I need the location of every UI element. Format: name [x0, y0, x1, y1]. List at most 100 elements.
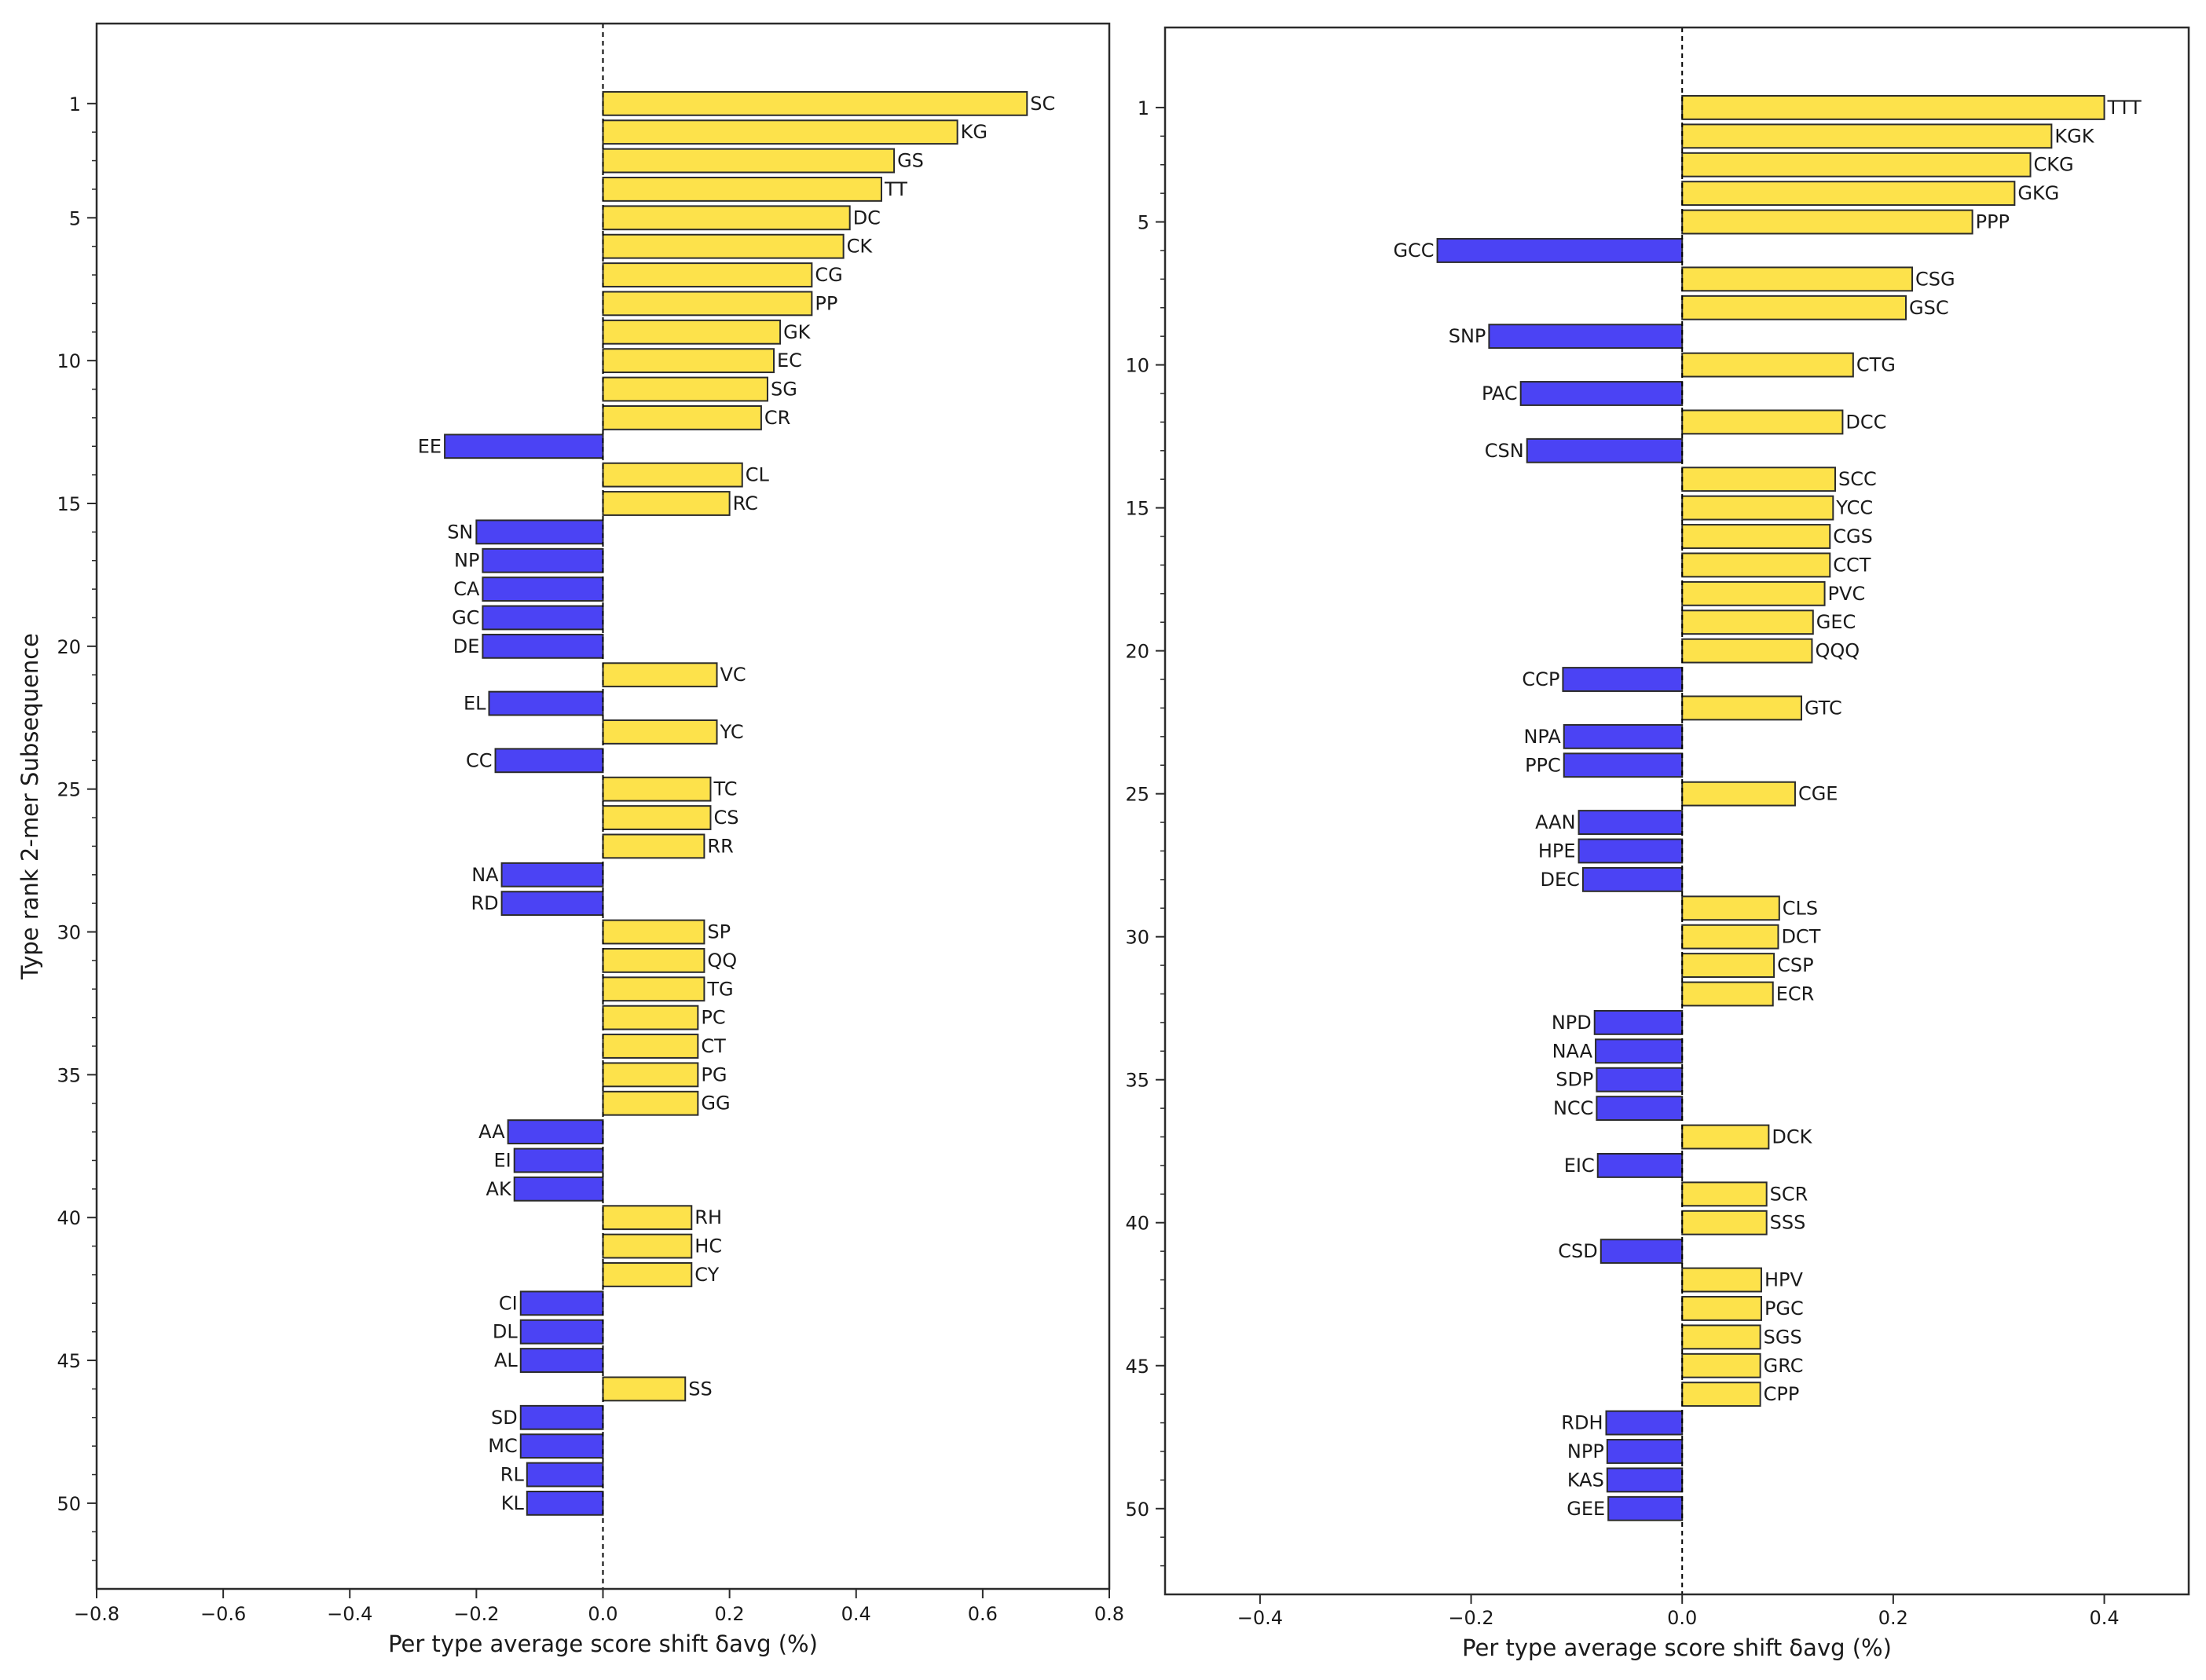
y-tick-label: 25 — [1125, 784, 1149, 806]
bar-label-tc: TC — [713, 778, 737, 800]
bar-kas — [1606, 1467, 1684, 1493]
bar-label-ppc: PPC — [1525, 754, 1561, 776]
bar-label-pc: PC — [701, 1007, 725, 1029]
bar-label-ck: CK — [847, 236, 874, 258]
bar-label-el: EL — [464, 693, 486, 715]
bar-label-np: NP — [454, 550, 479, 572]
y-tick-label: 45 — [1125, 1356, 1149, 1378]
bar-label-pvc: PVC — [1828, 583, 1866, 605]
x-tick-label: 0.6 — [968, 1603, 998, 1625]
y-tick-label: 25 — [57, 779, 81, 801]
bar-label-mc: MC — [488, 1435, 517, 1457]
bar-ct — [602, 1034, 699, 1059]
bar-label-kg: KG — [961, 121, 988, 143]
bar-pp — [602, 291, 813, 317]
bar-hpe — [1578, 838, 1684, 864]
bar-label-rl: RL — [500, 1464, 525, 1486]
y-tick-label: 35 — [1125, 1070, 1149, 1092]
bar-csg — [1681, 266, 1914, 292]
bar-tc — [602, 776, 712, 802]
bar-pg — [602, 1062, 699, 1088]
bar-label-hpe: HPE — [1538, 840, 1576, 862]
bar-eic — [1596, 1152, 1684, 1178]
y-tick-label: 50 — [57, 1493, 81, 1515]
bar-yc — [602, 719, 718, 745]
y-axis-label: Type rank 2-mer Subsequence — [16, 633, 43, 980]
bar-dck — [1681, 1124, 1770, 1150]
bar-label-vc: VC — [720, 664, 746, 686]
bar-ci — [519, 1290, 604, 1316]
plot-frame — [1163, 26, 2190, 1596]
bar-sp — [602, 919, 705, 945]
bar-mc — [519, 1433, 604, 1459]
bar-kg — [602, 119, 958, 145]
x-tick-label: −0.6 — [200, 1603, 246, 1625]
bar-kl — [526, 1490, 604, 1516]
bar-aan — [1578, 810, 1684, 835]
bar-label-dl: DL — [493, 1321, 518, 1343]
bar-label-ct: CT — [701, 1035, 726, 1057]
bar-al — [519, 1348, 604, 1373]
bar-label-al: AL — [494, 1349, 518, 1371]
bar-dc — [602, 205, 851, 231]
bar-el — [488, 690, 604, 716]
bar-label-dck: DCK — [1772, 1126, 1812, 1148]
bar-ecr — [1681, 981, 1774, 1007]
bar-label-dec: DEC — [1541, 869, 1580, 891]
y-tick-label: 50 — [1125, 1499, 1149, 1521]
bar-sd — [519, 1404, 604, 1430]
bar-label-hpv: HPV — [1764, 1269, 1804, 1291]
bar-label-pp: PP — [815, 292, 837, 314]
bar-hc — [602, 1233, 693, 1259]
bar-csd — [1600, 1239, 1684, 1265]
bar-label-ss: SS — [688, 1378, 712, 1400]
bar-ppc — [1563, 752, 1684, 778]
bar-label-rh: RH — [694, 1206, 722, 1228]
bar-label-scr: SCR — [1770, 1183, 1808, 1205]
bar-label-pg: PG — [701, 1063, 727, 1085]
bar-label-npp: NPP — [1567, 1440, 1604, 1462]
bar-cy — [602, 1262, 693, 1287]
bar-label-cg: CG — [815, 264, 842, 286]
bar-ec — [602, 348, 775, 374]
y-tick-label: 40 — [57, 1207, 81, 1229]
bar-sdp — [1596, 1067, 1684, 1093]
bar-cgs — [1681, 524, 1831, 549]
y-tick-label: 5 — [69, 207, 81, 229]
bar-label-gc: GC — [452, 606, 479, 628]
bar-label-gs: GS — [897, 150, 924, 172]
bar-gc — [482, 605, 604, 631]
bar-label-pac: PAC — [1482, 382, 1518, 404]
bar-label-rr: RR — [707, 835, 733, 857]
bar-label-sn: SN — [447, 521, 473, 543]
bar-aa — [507, 1119, 604, 1145]
bar-label-sdp: SDP — [1556, 1069, 1593, 1091]
bar-csp — [1681, 953, 1775, 979]
bar-label-sss: SSS — [1770, 1212, 1806, 1234]
bar-label-sg: SG — [771, 379, 797, 401]
bar-tt — [602, 177, 882, 202]
bar-label-eic: EIC — [1564, 1155, 1595, 1177]
bar-label-gkg: GKG — [2017, 182, 2059, 204]
bar-np — [482, 547, 604, 573]
bar-label-scc: SCC — [1838, 468, 1877, 490]
bar-label-cy: CY — [694, 1264, 719, 1286]
y-tick-label: 1 — [69, 93, 81, 115]
bar-label-cct: CCT — [1833, 554, 1871, 576]
y-tick-label: 10 — [57, 350, 81, 372]
bar-dl — [519, 1319, 604, 1345]
bar-label-ccp: CCP — [1522, 668, 1559, 690]
bar-label-cc: CC — [466, 749, 493, 771]
x-axis-label: Per type average score shift δavg (%) — [388, 1631, 818, 1657]
bar-label-cs: CS — [713, 807, 738, 829]
bar-label-gk: GK — [783, 321, 812, 343]
bar-label-aan: AAN — [1535, 811, 1575, 833]
bar-label-csp: CSP — [1777, 954, 1813, 976]
bar-gsc — [1681, 295, 1907, 320]
bar-label-cl: CL — [746, 464, 770, 486]
bar-label-dcc: DCC — [1845, 411, 1886, 433]
bar-ca — [482, 576, 604, 602]
bar-label-sd: SD — [491, 1407, 518, 1429]
